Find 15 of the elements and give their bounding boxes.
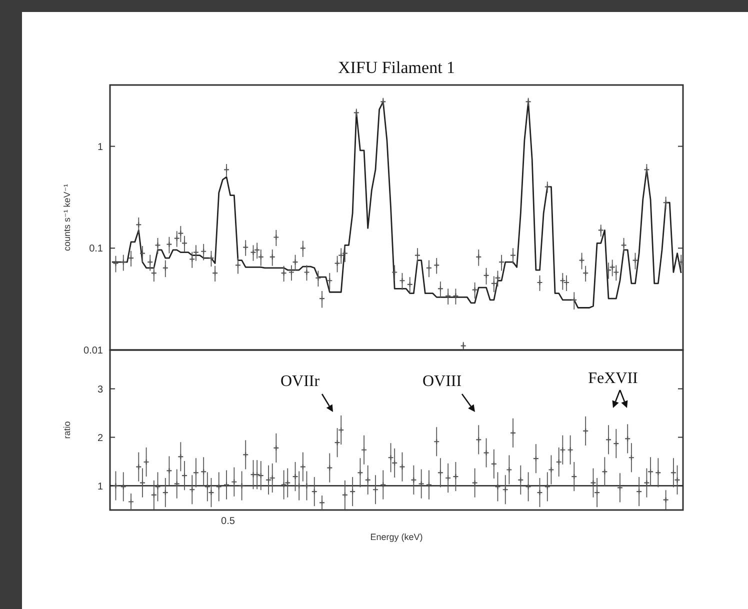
- y-tick-label: 0.01: [84, 346, 104, 356]
- annotation: OVIIr: [280, 373, 320, 390]
- annotation: OVIII: [422, 373, 462, 390]
- y-tick-label: 3: [97, 384, 104, 396]
- y-axis-title: counts s⁻¹ keV⁻¹: [62, 184, 72, 252]
- x-axis-title: Energy (keV): [370, 532, 423, 542]
- y-tick-label: 1: [97, 481, 104, 492]
- annotation: FeXVII: [588, 370, 638, 387]
- y-tick-label: 0.1: [89, 244, 104, 255]
- line-series: [111, 101, 682, 308]
- y-tick-label: 1: [97, 142, 104, 153]
- text: 0.5: [221, 516, 236, 527]
- chart-title: XIFU Filament 1: [338, 58, 456, 77]
- y-axis-title: ratio: [62, 421, 72, 439]
- y-tick-label: 2: [97, 432, 104, 444]
